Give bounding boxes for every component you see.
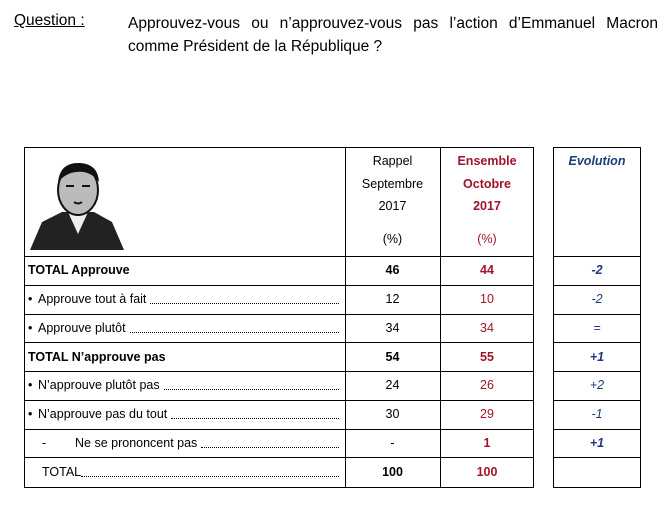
row-line (24, 457, 534, 459)
row-line (553, 399, 641, 401)
evolution-value: -2 (591, 292, 603, 307)
row-label: - Ne se prononcent pas (28, 429, 345, 458)
rappel-value: 12 (385, 292, 400, 307)
ensemble-value: 10 (480, 292, 494, 307)
row-line (553, 342, 641, 344)
row-line (553, 284, 641, 286)
row-line (553, 371, 641, 372)
row-line (553, 428, 641, 430)
ensemble-header: Ensemble Octobre 2017 (%) (440, 150, 534, 250)
evolution-value: -2 (591, 263, 603, 278)
evolution-table (553, 147, 641, 488)
header-line: 2017 (378, 199, 407, 213)
ensemble-value: 29 (480, 407, 494, 422)
header-line: Octobre (463, 176, 511, 191)
label-text: Approuve plutôt (38, 320, 126, 335)
bullet: • (28, 378, 33, 393)
label-text: Ne se prononcent pas (75, 435, 198, 450)
bullet: • (28, 292, 33, 307)
row-line (24, 284, 534, 286)
row-line (24, 256, 534, 257)
row-label: • N’approuve pas du tout (28, 400, 345, 429)
evolution-value: = (593, 320, 601, 335)
rappel-header: Rappel Septembre 2017 (%) (345, 150, 440, 250)
leader (150, 294, 339, 305)
leader (171, 409, 339, 420)
evolution-value: +1 (589, 435, 605, 450)
ensemble-value: 55 (480, 349, 494, 364)
ensemble-value: 1 (483, 435, 491, 450)
row-line (24, 313, 534, 315)
bullet: • (28, 407, 33, 422)
row-line (553, 313, 641, 315)
label-text: TOTAL Approuve (28, 263, 130, 278)
ensemble-value: 26 (480, 378, 494, 393)
row-label: • Approuve tout à fait (28, 285, 345, 314)
header-line: Ensemble (457, 154, 517, 168)
ensemble-value: 34 (480, 320, 494, 335)
rappel-value: 46 (385, 263, 400, 278)
evolution-value: -1 (591, 407, 603, 422)
results-table (24, 147, 534, 488)
row-label: TOTAL N’approuve pas (28, 342, 345, 371)
row-line (24, 428, 534, 430)
row-label: • N’approuve plutôt pas (28, 371, 345, 400)
column-line (440, 147, 441, 488)
leader (81, 467, 339, 477)
question-text: Approuvez-vous ou n’approuvez-vous pas l… (128, 15, 658, 55)
question-label: Question : (14, 12, 85, 29)
row-label: TOTAL Approuve (28, 256, 345, 285)
header-line: (%) (382, 231, 403, 246)
column-line (345, 147, 346, 488)
bullet: • (28, 320, 33, 335)
row-line (24, 371, 534, 372)
header-line: 2017 (473, 199, 501, 213)
row-label: • Approuve plutôt (28, 314, 345, 343)
label-text: TOTAL (42, 464, 82, 479)
portrait (30, 162, 124, 250)
label-text: TOTAL N’approuve pas (28, 349, 166, 364)
ensemble-value: 44 (480, 263, 494, 278)
label-text: N’approuve pas du tout (38, 407, 168, 422)
ensemble-value: 100 (476, 464, 498, 479)
header-line: (%) (477, 231, 497, 246)
label-text: Approuve tout à fait (38, 292, 147, 307)
rappel-value: 34 (385, 320, 400, 335)
rappel-value: - (390, 435, 395, 450)
leader (201, 438, 339, 448)
rappel-value: 54 (385, 349, 400, 364)
evolution-header: Evolution (568, 154, 626, 168)
leader (163, 380, 339, 391)
header-line: Septembre (361, 176, 424, 191)
header-line: Rappel (372, 154, 413, 168)
leader (129, 323, 339, 333)
row-line (24, 342, 534, 344)
row-label: TOTAL (28, 457, 345, 486)
rappel-value: 24 (385, 378, 400, 393)
row-line (24, 399, 534, 401)
row-line (553, 256, 641, 257)
rappel-value: 100 (382, 464, 403, 479)
bullet: - (42, 435, 47, 450)
evolution-value: +2 (589, 378, 605, 393)
evolution-value: +1 (589, 349, 605, 364)
row-line (553, 457, 641, 459)
label-text: N’approuve plutôt pas (38, 378, 160, 393)
rappel-value: 30 (385, 407, 400, 422)
